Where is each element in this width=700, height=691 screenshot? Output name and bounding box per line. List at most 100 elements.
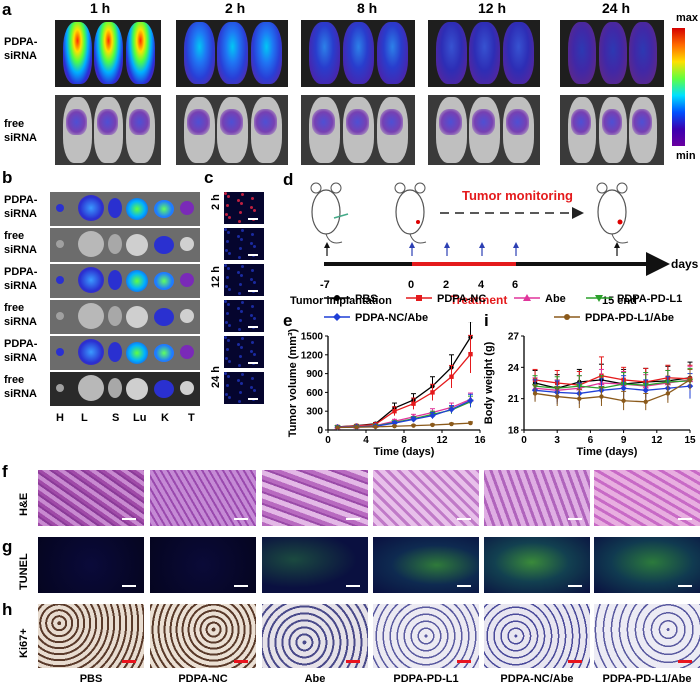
histology-image (150, 470, 256, 526)
fluor-speck (253, 209, 256, 212)
mouse-signal-weak (472, 109, 496, 135)
tick-6: 6 (512, 279, 518, 291)
organ-row-label-line1: free (4, 374, 25, 386)
circle-marker (468, 420, 473, 426)
scale-bar (234, 660, 248, 663)
organ-shape (78, 231, 104, 257)
organ-shape (108, 306, 122, 326)
scale-bar (346, 660, 360, 663)
scale-bar (234, 585, 248, 587)
fluor-tile (224, 372, 264, 404)
days-label: days (671, 257, 699, 271)
scale-bar (678, 660, 692, 663)
row-label-pdpa-line1: PDPA- (4, 36, 38, 48)
group-label: PDPA-PD-L1 (393, 673, 459, 685)
organ-shape (56, 384, 64, 392)
fluor-speck (227, 303, 230, 306)
organ-row-label-line2: siRNA (4, 244, 38, 256)
panel-label-d: d (283, 170, 294, 189)
row-label-free-line2: siRNA (4, 132, 38, 144)
scale-bar (122, 518, 136, 520)
x-tick-label: 3 (554, 435, 560, 446)
histology-image (150, 537, 256, 593)
histology-image (262, 470, 368, 526)
fluor-speck (253, 245, 256, 248)
fluor-speck (250, 350, 253, 353)
mouse-signal (436, 22, 467, 84)
fluor-speck (253, 353, 256, 356)
histology-image (262, 537, 368, 593)
monitoring-arrowhead (572, 207, 584, 219)
square-marker (416, 295, 422, 301)
fluor-speck (225, 213, 228, 216)
group-label: PDPA-PD-L1/Abe (602, 673, 692, 685)
fluor-speck (241, 301, 244, 304)
group-label: PDPA-NC/Abe (500, 673, 574, 685)
histology-image (38, 537, 144, 593)
panel-label-c: c (204, 168, 214, 187)
row-label-ki67-text: Ki67+ (18, 628, 30, 658)
fluor-speck (225, 249, 228, 252)
mouse-signal (309, 22, 340, 84)
x-tick-label: 6 (588, 435, 594, 446)
scale-bar (248, 362, 258, 364)
square-marker (430, 390, 435, 395)
x-tick-label: 4 (363, 435, 369, 446)
circle-marker (334, 295, 340, 301)
triangle-marker (523, 294, 531, 301)
organ-shape (56, 204, 64, 212)
mouse-signal-weak (97, 109, 119, 135)
histology-image (150, 604, 256, 668)
fluor-speck (238, 328, 241, 331)
fluor-speck (224, 192, 227, 195)
colorbar-max-label: max (676, 12, 699, 24)
tick-2: 2 (443, 279, 449, 291)
fluor-speck (241, 229, 244, 232)
organ-shape (56, 312, 64, 320)
organ-shape (126, 378, 148, 400)
mouse-signal-weak (187, 109, 210, 135)
fluor-tile (224, 192, 264, 224)
timeline-arrowhead (646, 252, 670, 276)
circle-marker (392, 424, 397, 429)
row-label-pdpa-line2: siRNA (4, 50, 38, 62)
organ-shape (78, 303, 104, 329)
body-weight-chart: 18 21 24 27 0 3 6 9 12 15 Time (days) Body weight (… (484, 332, 696, 459)
scale-bar (122, 585, 136, 587)
chart-legend: PBS PDPA-NC Abe PDPA-PD-L1 PDPA-NC/Abe PDPA-P… (324, 293, 682, 324)
mouse-signal (250, 22, 282, 84)
diamond-marker (448, 406, 455, 413)
legend-label: PDPA-NC/Abe (355, 312, 428, 324)
mouse-signal (377, 22, 408, 84)
mouse-signal (629, 22, 658, 84)
scale-bar (568, 660, 582, 663)
organ-row-label-line2: siRNA (4, 208, 38, 220)
fluor-speck (240, 310, 243, 313)
panel-label-f: f (2, 462, 8, 481)
y-tick-label: 900 (306, 369, 323, 380)
circle-marker (621, 398, 626, 403)
tumor-implantation-label: Tumor implantation (290, 295, 392, 307)
fluor-speck (237, 343, 240, 346)
fluor-speck (227, 339, 230, 342)
row-label-he-text: H&E (18, 492, 30, 516)
organ-shape (56, 240, 64, 248)
mouse-icon-3 (596, 182, 629, 244)
fluor-speck (237, 199, 240, 202)
fluor-speck (228, 324, 231, 327)
triangle-down-marker (595, 295, 603, 302)
fluor-speck (237, 271, 240, 274)
row-label-tunel: TUNEL (18, 553, 30, 590)
circle-marker (577, 396, 582, 401)
y-tick-label: 1500 (301, 332, 324, 343)
organ-row-label-line2: siRNA (4, 280, 38, 292)
fluor-speck (251, 197, 254, 200)
row-label-free-line1: free (4, 118, 25, 130)
scale-bar (678, 585, 692, 587)
fluor-speck (238, 292, 241, 295)
organ-shape (78, 195, 104, 221)
y-tick-label: 300 (306, 407, 323, 418)
legend-label: PDPA-PD-L1/Abe (585, 312, 674, 324)
scale-bar (457, 585, 471, 587)
colorbar-min-label: min (676, 150, 696, 162)
